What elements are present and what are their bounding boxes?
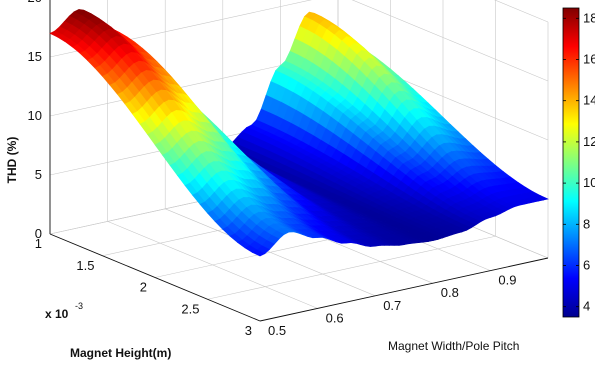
colorbar-tick-label: 6 [583,258,590,273]
y-tick-labels: 1 1.5 2 2.5 3 [35,236,252,338]
x-tick-label: 0.6 [326,310,344,325]
z-tick-label: 20 [28,0,42,5]
colorbar-tick-label: 4 [583,299,590,314]
z-tick-labels: 0 5 10 15 20 [28,0,42,241]
colorbar-tick-label: 18 [583,10,595,25]
z-tick-label: 10 [28,108,42,123]
grid-line [351,0,549,82]
colorbar-tick-label: 16 [583,52,595,67]
y-axis-line [49,233,261,322]
colorbar-tick-label: 14 [583,93,595,108]
y-tick-label: 1 [35,236,42,251]
z-tick-label: 15 [28,49,42,64]
y-multiplier-exponent: -3 [75,301,83,311]
colorbar-tick-label: 10 [583,175,595,190]
y-tick-label: 2.5 [181,301,199,316]
x-tick-label: 0.8 [441,285,459,300]
x-axis-label: Magnet Width/Pole Pitch [388,339,519,353]
colorbar [562,7,580,318]
grid-line [494,0,549,23]
surface-patch [251,249,266,257]
z-tick-label: 0 [35,226,42,241]
z-axis-label: THD (%) [5,137,19,184]
x-tick-label: 0.9 [498,273,516,288]
y-tick-label: 2 [140,280,147,295]
x-tick-label: 0.7 [383,298,401,313]
x-tick-label: 0.5 [268,323,286,338]
x-axis-line [259,257,549,322]
z-tick-label: 5 [35,167,42,182]
y-tick-label: 1.5 [76,258,94,273]
y-tick-label: 3 [245,323,252,338]
y-axis-label: Magnet Height(m) [70,346,171,360]
colorbar-tick-label: 12 [583,134,595,149]
x-tick-labels: 0.5 0.6 0.7 0.8 0.9 [268,273,516,338]
colorbar-ticks: 4 6 8 10 12 14 16 18 [563,10,595,314]
y-multiplier-label: x 10 [45,307,69,321]
surface-plot [49,9,549,257]
grid-line [207,235,496,300]
colorbar-tick-label: 8 [583,216,590,231]
